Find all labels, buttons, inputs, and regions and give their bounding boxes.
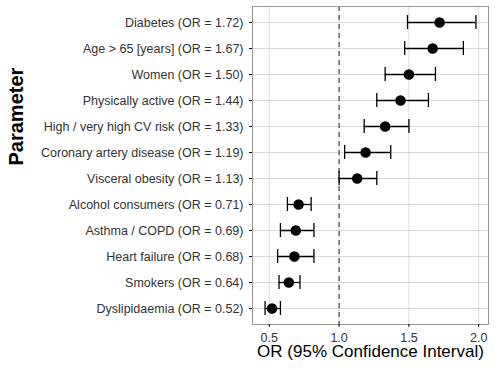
svg-text:2.0: 2.0	[470, 331, 488, 346]
svg-text:1.5: 1.5	[400, 331, 418, 346]
svg-text:Asthma / COPD (OR = 0.69): Asthma / COPD (OR = 0.69)	[85, 224, 243, 238]
svg-text:Smokers (OR = 0.64): Smokers (OR = 0.64)	[125, 276, 243, 290]
svg-text:Parameter: Parameter	[5, 67, 27, 165]
svg-text:OR (95% Confidence Interval): OR (95% Confidence Interval)	[257, 342, 484, 361]
svg-text:Coronary artery disease (OR =: Coronary artery disease (OR = 1.19)	[41, 146, 244, 160]
svg-text:Diabetes (OR = 1.72): Diabetes (OR = 1.72)	[125, 16, 243, 30]
svg-text:Women (OR = 1.50): Women (OR = 1.50)	[132, 68, 244, 82]
svg-text:Dyslipidaemia (OR = 0.52): Dyslipidaemia (OR = 0.52)	[97, 302, 244, 316]
svg-text:Visceral obesity (OR = 1.13): Visceral obesity (OR = 1.13)	[87, 172, 243, 186]
svg-text:Age > 65 [years] (OR = 1.67): Age > 65 [years] (OR = 1.67)	[83, 42, 244, 56]
svg-text:Heart failure (OR = 0.68): Heart failure (OR = 0.68)	[106, 250, 243, 264]
svg-text:High / very high CV risk (OR =: High / very high CV risk (OR = 1.33)	[44, 120, 244, 134]
svg-text:Alcohol consumers (OR = 0.71): Alcohol consumers (OR = 0.71)	[69, 198, 244, 212]
svg-text:1.0: 1.0	[330, 331, 348, 346]
svg-text:Physically active (OR = 1.44): Physically active (OR = 1.44)	[83, 94, 244, 108]
svg-text:0.5: 0.5	[260, 331, 278, 346]
